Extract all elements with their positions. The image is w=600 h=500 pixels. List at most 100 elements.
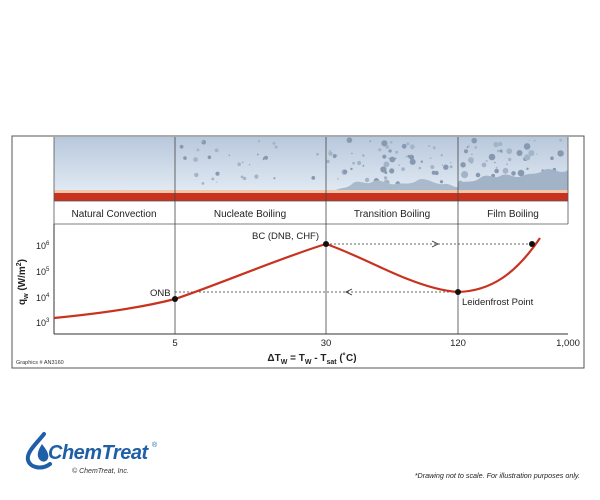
vapor-bubble — [237, 162, 241, 166]
vapor-bubble — [257, 153, 259, 156]
vapor-bubble — [536, 153, 538, 155]
vapor-bubble — [343, 169, 348, 174]
x-tick-5: 5 — [172, 338, 177, 349]
vapor-bubble — [201, 139, 206, 145]
vapor-bubble — [362, 164, 365, 167]
y-tick-1e6: 106 — [36, 241, 50, 251]
vapor-bubble — [409, 158, 416, 165]
vapor-bubble — [468, 157, 474, 163]
vapor-bubble — [215, 171, 220, 176]
vapor-bubble — [407, 154, 411, 158]
vapor-bubble — [418, 166, 422, 170]
vapor-bubble — [428, 145, 431, 147]
brand-copyright: © ChemTreat, Inc. — [72, 468, 129, 475]
vapor-bubble — [311, 176, 316, 180]
vapor-bubble — [517, 169, 525, 177]
vapor-bubble — [394, 157, 397, 160]
drop-icon — [25, 432, 52, 470]
region-film-boiling: Film Boiling — [487, 209, 539, 220]
vapor-bubble — [528, 139, 531, 141]
vapor-bubble — [337, 178, 339, 180]
vapor-bubble — [559, 138, 563, 142]
vapor-bubble — [216, 181, 218, 183]
vapor-bubble — [398, 164, 401, 166]
boiling-curve — [53, 237, 541, 320]
vapor-bubble — [389, 156, 396, 163]
vapor-bubble — [502, 167, 509, 174]
vapor-bubble — [240, 175, 244, 179]
vapor-bubble — [257, 139, 261, 143]
vapor-bubble — [214, 148, 219, 153]
vapor-bubble — [511, 171, 516, 176]
vapor-bubble — [193, 157, 198, 162]
vapor-bubble — [254, 174, 259, 179]
x-tick-30: 30 — [321, 338, 332, 349]
leidenfrost-point — [455, 289, 461, 295]
vapor-bubble — [440, 154, 443, 157]
x-tick-1000: 1,000 — [556, 338, 580, 349]
vapor-bubble — [273, 177, 276, 180]
vapor-bubble — [201, 140, 204, 143]
vapor-bubble — [450, 161, 452, 164]
vapor-bubble — [430, 165, 435, 169]
vapor-bubble — [385, 145, 390, 149]
vapor-bubble — [449, 165, 453, 169]
vapor-bubble — [351, 152, 353, 155]
leidenfrost-label: Leidenfrost Point — [462, 297, 534, 308]
vapor-bubble — [409, 144, 415, 150]
vapor-bubble — [346, 137, 353, 143]
vapor-bubble — [401, 167, 405, 172]
vapor-bubble — [432, 146, 436, 150]
vapor-bubble — [248, 163, 251, 166]
vapor-bubble — [242, 161, 244, 163]
vapor-bubble — [211, 177, 215, 181]
vapor-bubble — [380, 166, 387, 173]
vapor-bubble — [499, 149, 503, 153]
bc-label: BC (DNB, CHF) — [252, 231, 319, 242]
y-tick-1e5: 105 — [36, 267, 50, 277]
y-tick-labels: 106 105 104 103 — [36, 241, 50, 328]
y-axis-label: qw (W/m2) — [16, 259, 30, 305]
vapor-bubble — [439, 180, 444, 184]
vapor-bubble — [506, 148, 513, 155]
vapor-bubble — [194, 172, 199, 178]
vapor-bubble — [201, 182, 205, 185]
vapor-bubble — [316, 152, 319, 156]
vapor-bubble — [506, 163, 508, 165]
vapor-bubble — [381, 140, 388, 147]
vapor-bubble — [494, 161, 496, 164]
region-natural-convection: Natural Convection — [71, 209, 156, 220]
vapor-bubble — [378, 148, 382, 152]
vapor-bubble — [508, 157, 512, 162]
vapor-bubble — [550, 156, 554, 160]
onb-label: ONB — [150, 288, 171, 299]
vapor-bubble — [494, 168, 499, 174]
vapor-bubble — [326, 159, 330, 164]
vapor-bubble — [420, 160, 423, 163]
heated-surface — [54, 193, 568, 201]
vapor-bubble — [471, 137, 478, 144]
vapor-bubble — [524, 154, 531, 161]
vapor-bubble — [460, 162, 466, 168]
arrow-head-left — [344, 288, 353, 296]
region-nucleate-boiling: Nucleate Boiling — [214, 209, 286, 220]
heater-glow — [54, 190, 568, 193]
brand-trademark: ® — [152, 442, 158, 449]
graphics-id: Graphics # AN3160 — [16, 360, 64, 366]
vapor-bubble — [350, 167, 353, 171]
vapor-bubble — [388, 157, 390, 159]
vapor-bubble — [441, 164, 444, 166]
vapor-bubble — [481, 162, 487, 168]
x-axis-label: ΔTW = TW - Tsat (˚C) — [267, 352, 356, 366]
vapor-bubble — [443, 164, 449, 170]
brand-name: ChemTreat — [48, 442, 148, 464]
vapor-bubble — [401, 143, 407, 149]
vapor-bubble — [389, 168, 395, 174]
vapor-bubble — [429, 157, 432, 159]
vapor-bubble — [395, 150, 399, 154]
vapor-bubble — [406, 143, 409, 146]
vapor-film — [458, 169, 568, 194]
vapor-bubble — [352, 161, 355, 165]
vapor-bubble — [408, 154, 415, 160]
region-transition-boiling: Transition Boiling — [354, 209, 430, 220]
